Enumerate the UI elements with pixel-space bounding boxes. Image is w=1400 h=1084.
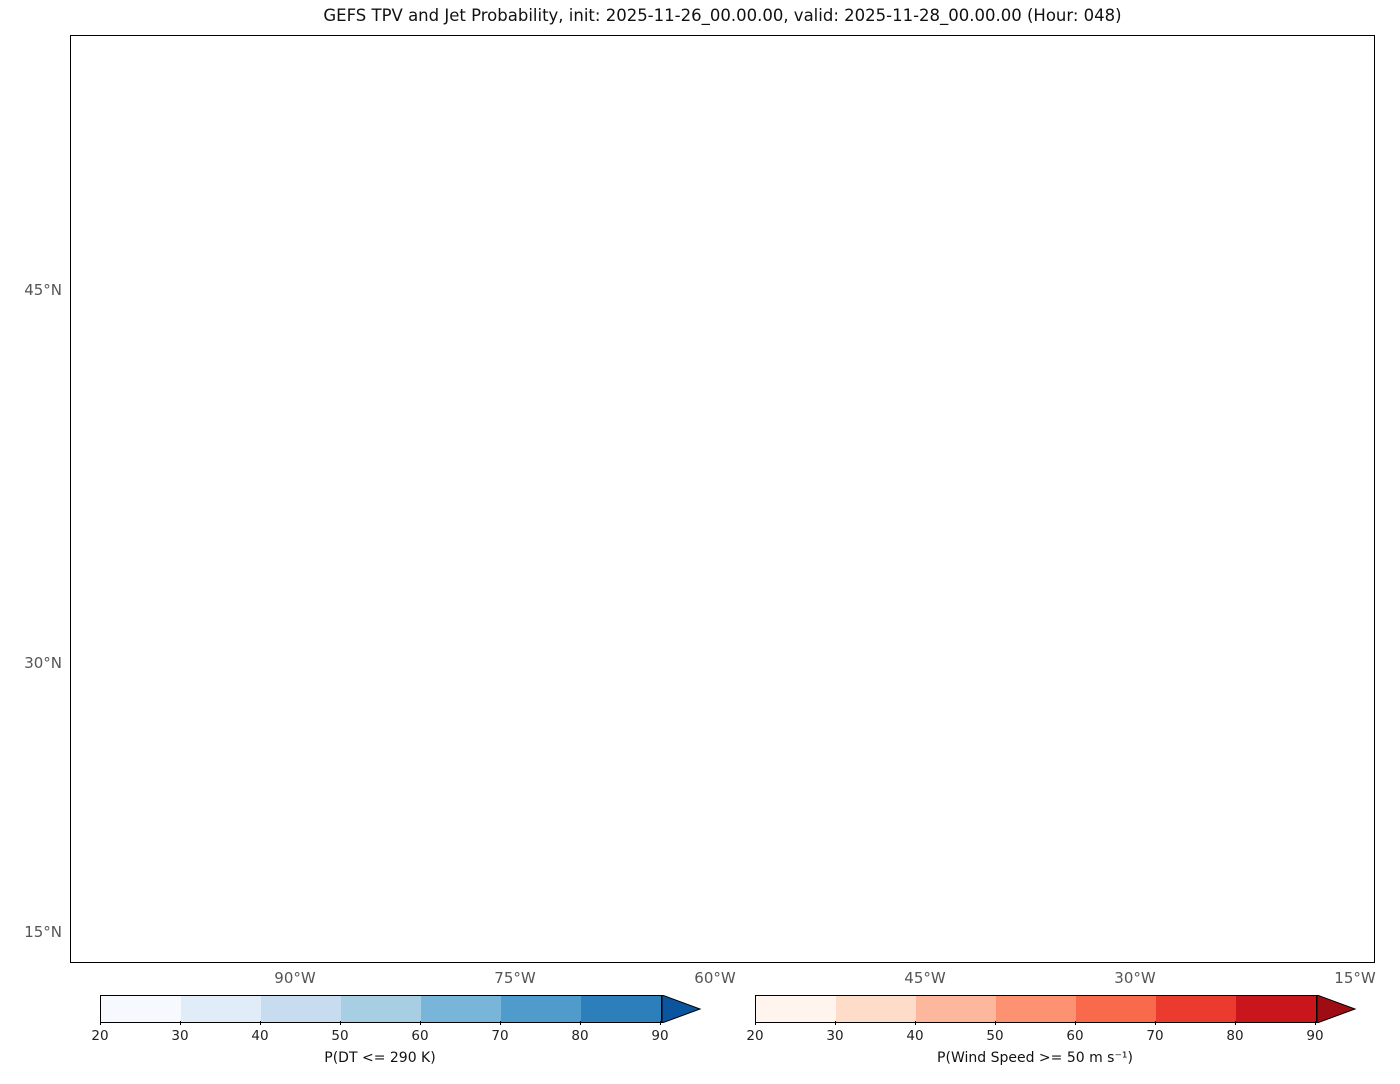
colorbar-jet-label: P(Wind Speed >= 50 m s⁻¹) — [937, 1050, 1133, 1066]
tpv-tick-50: 50 — [331, 1028, 349, 1044]
colorbar-tpv-seg — [261, 996, 341, 1022]
tpv-tickmark — [420, 1021, 421, 1025]
jet-tickmark — [915, 1021, 916, 1025]
jet-tick-60: 60 — [1066, 1028, 1084, 1044]
colorbar-tpv — [100, 995, 662, 1023]
jet-tick-90: 90 — [1306, 1028, 1324, 1044]
tpv-tick-80: 80 — [571, 1028, 589, 1044]
lon-label-15w: 15°W — [1334, 969, 1376, 987]
jet-tick-50: 50 — [986, 1028, 1004, 1044]
tpv-tickmark — [500, 1021, 501, 1025]
colorbar-tpv-seg — [101, 996, 181, 1022]
lat-label-45n: 45°N — [24, 281, 62, 299]
jet-tickmark — [1235, 1021, 1236, 1025]
lon-label-75w: 75°W — [494, 969, 536, 987]
tpv-tickmark — [340, 1021, 341, 1025]
lat-label-15n: 15°N — [24, 923, 62, 941]
lon-label-45w: 45°W — [904, 969, 946, 987]
jet-tick-40: 40 — [906, 1028, 924, 1044]
colorbar-tpv-seg — [341, 996, 421, 1022]
jet-tickmark — [995, 1021, 996, 1025]
jet-tickmark — [1155, 1021, 1156, 1025]
map-border — [70, 35, 1375, 963]
jet-tick-20: 20 — [746, 1028, 764, 1044]
jet-tickmark — [1315, 1021, 1316, 1025]
jet-tick-70: 70 — [1146, 1028, 1164, 1044]
colorbar-jet-seg — [756, 996, 836, 1022]
colorbar-jet-seg — [836, 996, 916, 1022]
colorbar-tpv-seg — [181, 996, 261, 1022]
colorbar-jet-seg — [1236, 996, 1316, 1022]
colorbar-jet — [755, 995, 1317, 1023]
lon-label-90w: 90°W — [274, 969, 316, 987]
colorbar-tpv-seg — [421, 996, 501, 1022]
tpv-tickmark — [260, 1021, 261, 1025]
colorbar-tpv-seg — [501, 996, 581, 1022]
tpv-tick-20: 20 — [91, 1028, 109, 1044]
colorbar-jet-seg — [1076, 996, 1156, 1022]
colorbar-jet-seg — [996, 996, 1076, 1022]
colorbar-tpv-arrow — [662, 995, 702, 1023]
colorbar-jet-arrow — [1317, 995, 1357, 1023]
tpv-tick-70: 70 — [491, 1028, 509, 1044]
tpv-tick-30: 30 — [171, 1028, 189, 1044]
tpv-tick-60: 60 — [411, 1028, 429, 1044]
jet-tick-80: 80 — [1226, 1028, 1244, 1044]
tpv-tick-90: 90 — [651, 1028, 669, 1044]
tpv-tickmark — [100, 1021, 101, 1025]
jet-tickmark — [1075, 1021, 1076, 1025]
colorbar-tpv-label: P(DT <= 290 K) — [324, 1050, 436, 1066]
lon-label-60w: 60°W — [694, 969, 736, 987]
jet-tickmark — [755, 1021, 756, 1025]
jet-tickmark — [835, 1021, 836, 1025]
tpv-tickmark — [180, 1021, 181, 1025]
lon-label-30w: 30°W — [1114, 969, 1156, 987]
colorbar-jet-seg — [916, 996, 996, 1022]
tpv-tickmark — [580, 1021, 581, 1025]
colorbar-jet-seg — [1156, 996, 1236, 1022]
tpv-tick-40: 40 — [251, 1028, 269, 1044]
tpv-tickmark — [660, 1021, 661, 1025]
page-title: GEFS TPV and Jet Probability, init: 2025… — [323, 6, 1122, 25]
jet-tick-30: 30 — [826, 1028, 844, 1044]
lat-label-30n: 30°N — [24, 654, 62, 672]
colorbar-tpv-seg — [581, 996, 661, 1022]
